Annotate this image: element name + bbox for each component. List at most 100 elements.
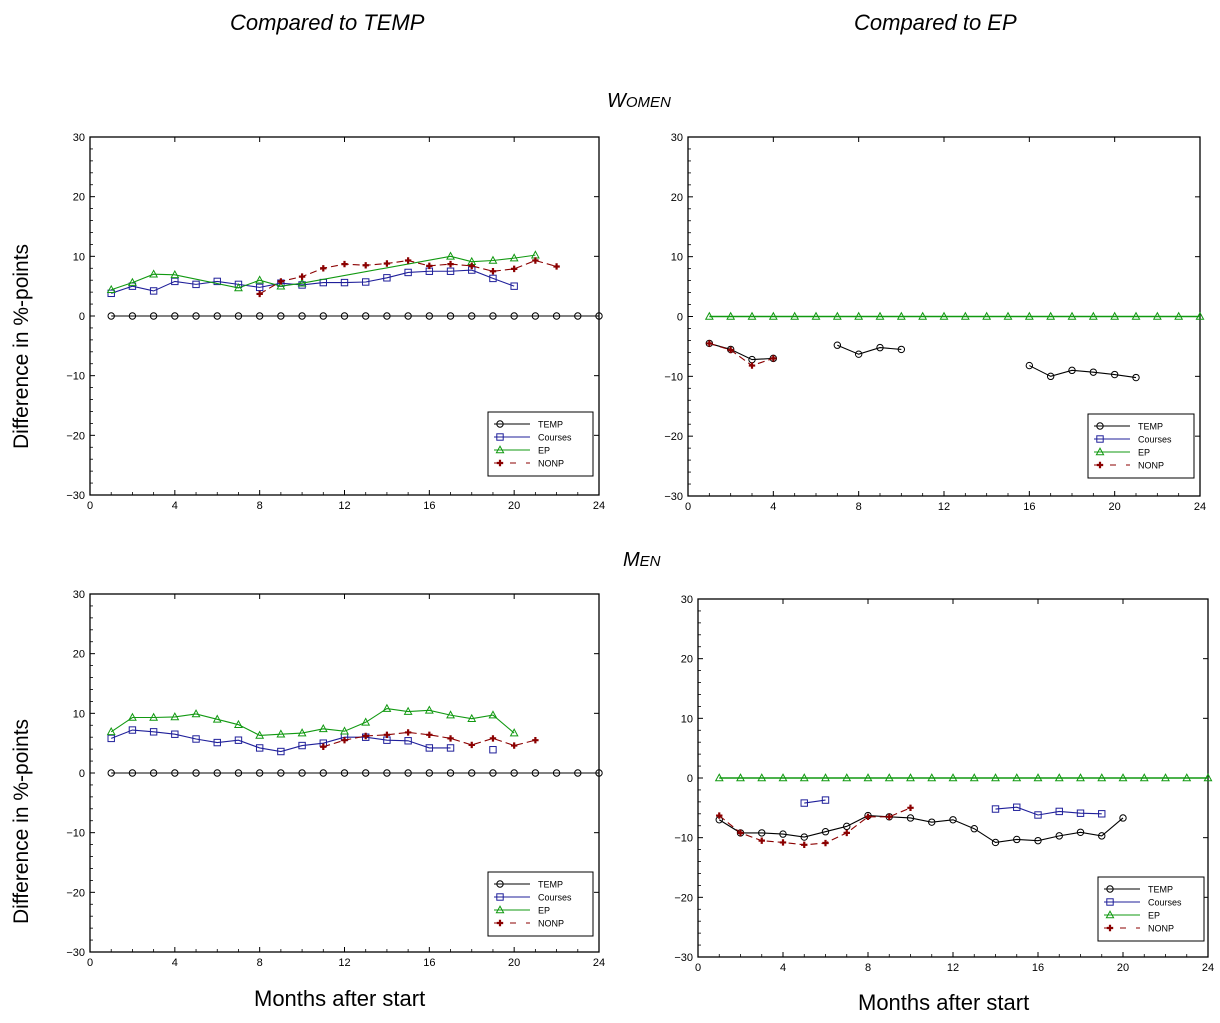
data-point-courses	[425, 744, 434, 752]
data-point-nonp	[383, 260, 391, 267]
data-point-temp	[552, 769, 561, 777]
y-tick-label: −30	[66, 947, 85, 959]
series-ep	[106, 250, 540, 294]
chart-men-compared-to-ep: −30 −20 −10 0 10 20 30 0 4 8 12 16 20 24 TEMP Courses EP…	[674, 594, 1214, 974]
x-tick-label: 16	[1023, 501, 1035, 513]
data-point-nonp	[489, 735, 497, 742]
series-temp	[107, 769, 603, 777]
legend-box	[1097, 876, 1205, 942]
y-tick-label: 0	[677, 312, 683, 324]
data-point-temp	[171, 769, 179, 777]
x-tick-label: 8	[856, 501, 862, 513]
data-point-ep	[106, 726, 116, 736]
data-point-courses	[192, 280, 200, 289]
data-point-ep	[149, 269, 159, 278]
data-point-temp	[906, 814, 915, 822]
series-nonp	[256, 257, 560, 298]
legend-label-temp: TEMP	[538, 420, 563, 430]
data-point-nonp	[468, 741, 475, 749]
chart-women-compared-to-ep: −30 −20 −10 0 10 20 30 0 4 8 12 16 20 24 TEMP Courses EP…	[664, 132, 1206, 513]
data-point-temp	[897, 345, 906, 354]
legend-marker-ep	[1105, 910, 1115, 919]
data-point-ep	[424, 705, 434, 714]
data-point-ep	[488, 710, 498, 719]
x-tick-label: 4	[172, 500, 178, 512]
series-ep	[106, 703, 519, 739]
series-line-ep	[111, 254, 536, 291]
data-point-nonp	[320, 743, 327, 750]
data-point-temp	[213, 312, 221, 320]
data-point-ep	[488, 255, 498, 264]
data-point-courses	[192, 735, 200, 743]
data-point-courses	[213, 277, 221, 286]
data-point-courses	[446, 267, 455, 275]
y-tick-label: 20	[681, 654, 693, 666]
x-tick-label: 8	[257, 500, 263, 512]
legend-marker-temp	[496, 420, 504, 428]
legend-box	[1087, 413, 1195, 479]
data-point-ep	[747, 311, 757, 320]
data-point-ep	[276, 729, 286, 738]
data-point-temp	[531, 312, 540, 320]
data-point-nonp	[532, 736, 539, 744]
data-point-ep	[832, 311, 842, 320]
data-point-courses	[171, 730, 179, 738]
data-point-nonp	[843, 829, 850, 837]
data-point-courses	[277, 747, 285, 756]
data-point-temp	[574, 312, 582, 320]
data-point-courses	[362, 278, 370, 286]
data-point-ep	[704, 311, 714, 320]
data-point-temp	[234, 769, 243, 777]
legend: TEMP Courses EP NONP	[1087, 413, 1195, 479]
legend-label-ep: EP	[1138, 448, 1150, 458]
data-point-courses	[128, 726, 137, 734]
series-courses	[800, 796, 1106, 819]
legend-label-temp: TEMP	[1148, 885, 1173, 895]
data-point-ep	[255, 275, 265, 284]
series-line-temp	[837, 344, 902, 355]
series-line-nonp	[718, 807, 911, 846]
data-point-nonp	[758, 837, 765, 844]
y-tick-label: 10	[671, 252, 683, 264]
series-temp	[107, 312, 603, 320]
data-point-courses	[213, 738, 221, 747]
data-point-ep	[1118, 773, 1128, 782]
legend-label-courses: Courses	[1148, 898, 1182, 908]
data-point-ep	[896, 311, 906, 320]
row-title-men: MEN	[623, 549, 661, 571]
legend-marker-courses	[1106, 898, 1114, 906]
data-point-courses	[234, 736, 243, 744]
data-point-temp	[1089, 368, 1098, 376]
data-point-temp	[489, 769, 497, 777]
x-tick-label: 0	[695, 962, 701, 974]
row-title-women: WOMEN	[607, 90, 671, 112]
legend-label-temp: TEMP	[538, 880, 563, 890]
y-tick-label: −30	[674, 952, 693, 964]
y-tick-label: 20	[671, 192, 683, 204]
data-point-temp	[1055, 832, 1063, 840]
y-tick-label: 30	[73, 132, 85, 144]
data-point-temp	[383, 769, 391, 777]
x-tick-label: 4	[172, 957, 178, 969]
data-point-temp	[425, 769, 434, 777]
x-tick-label: 24	[593, 500, 605, 512]
data-point-temp	[404, 769, 412, 777]
data-point-ep	[127, 277, 137, 286]
data-point-ep	[1139, 773, 1149, 782]
y-tick-label: 30	[671, 132, 683, 144]
data-point-temp	[446, 312, 455, 320]
data-point-nonp	[510, 265, 518, 273]
data-point-ep	[1174, 311, 1184, 320]
data-point-nonp	[770, 355, 777, 362]
legend-box	[487, 871, 594, 937]
data-point-temp	[531, 769, 540, 777]
legend: TEMP Courses EP NONP	[487, 871, 594, 937]
data-point-temp	[1076, 828, 1085, 836]
data-point-courses	[107, 289, 115, 298]
data-point-nonp	[426, 731, 433, 739]
data-point-ep	[736, 773, 745, 782]
series-line-nonp	[323, 731, 536, 748]
data-point-nonp	[426, 262, 433, 270]
data-point-nonp	[822, 839, 829, 847]
